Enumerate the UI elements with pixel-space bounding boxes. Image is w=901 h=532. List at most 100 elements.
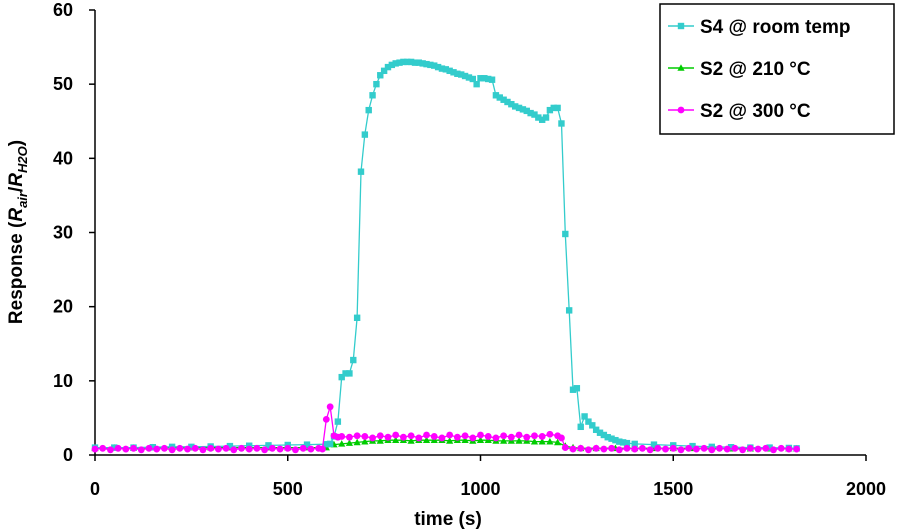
data-point [777, 444, 785, 452]
data-point [527, 109, 534, 117]
data-point [511, 103, 519, 110]
data-point [361, 433, 369, 440]
data-point [562, 230, 569, 238]
data-point [581, 413, 588, 420]
data-point [400, 58, 407, 66]
data-point [284, 444, 292, 452]
legend-label: S2 @ 210 °C [700, 59, 811, 80]
data-point [400, 433, 407, 441]
data-point [685, 444, 693, 452]
data-point [766, 444, 773, 451]
data-point [558, 434, 565, 442]
data-point [631, 445, 639, 453]
data-point [450, 69, 457, 76]
data-point [446, 437, 454, 444]
data-point [137, 446, 145, 454]
legend-item: S4 @ room temp [668, 17, 851, 38]
data-point [746, 444, 754, 452]
data-point [700, 444, 708, 452]
data-point [114, 444, 122, 452]
data-point [407, 432, 415, 440]
data-point [238, 444, 245, 452]
data-point [523, 107, 530, 115]
data-point [130, 444, 137, 452]
data-point [392, 436, 400, 443]
legend-marker [677, 22, 685, 30]
data-point [481, 75, 488, 82]
data-point [558, 120, 565, 127]
data-point [446, 431, 454, 439]
data-point [619, 439, 627, 446]
data-point [369, 434, 376, 442]
data-point [770, 446, 777, 454]
data-point [396, 59, 403, 66]
data-point [145, 444, 153, 452]
data-point [546, 106, 554, 114]
data-point [230, 446, 238, 454]
data-point [488, 76, 496, 83]
data-point [191, 444, 199, 452]
data-point [654, 444, 662, 452]
data-point [689, 442, 696, 450]
data-point [592, 426, 600, 433]
data-point [793, 445, 801, 453]
data-point [477, 431, 484, 439]
data-point [411, 59, 419, 66]
data-point [388, 61, 396, 69]
data-point [361, 131, 369, 138]
series-layer [91, 58, 801, 454]
data-point [438, 434, 446, 442]
data-point [419, 60, 426, 67]
data-point [508, 100, 515, 108]
data-point [538, 433, 546, 440]
data-point [473, 80, 480, 88]
data-point [322, 416, 330, 423]
data-point [554, 104, 561, 112]
legend-label: S4 @ room temp [700, 17, 851, 38]
data-point [415, 434, 423, 442]
data-point [338, 433, 346, 440]
data-point [353, 438, 361, 446]
data-point [585, 418, 592, 425]
data-point [754, 445, 762, 453]
data-point [554, 438, 562, 446]
data-point [160, 444, 168, 452]
data-point [357, 168, 365, 175]
y-tick-label: 30 [53, 223, 73, 243]
x-ticks: 0 500 1000 1500 2000 [90, 455, 886, 499]
data-point [569, 386, 577, 393]
data-point [531, 111, 538, 118]
data-point [546, 430, 554, 438]
data-point [631, 440, 638, 448]
data-point [303, 441, 311, 448]
data-point [346, 433, 353, 441]
data-point [222, 444, 230, 452]
data-point [299, 444, 307, 452]
data-point [176, 444, 184, 452]
data-point [662, 445, 669, 453]
data-point [415, 59, 423, 66]
x-tick-label: 1000 [460, 479, 500, 499]
data-point [430, 433, 438, 440]
x-tick-label: 1500 [653, 479, 693, 499]
data-point [446, 67, 453, 75]
data-point [500, 437, 508, 444]
data-point [384, 433, 392, 441]
data-point [650, 441, 658, 448]
data-point [361, 437, 369, 445]
data-point [669, 444, 677, 452]
data-point [326, 440, 334, 448]
data-point [376, 437, 384, 444]
data-point [496, 94, 503, 101]
data-point [546, 437, 554, 445]
data-point [407, 58, 415, 66]
data-point [519, 106, 527, 113]
data-point [550, 104, 557, 112]
data-point [573, 385, 581, 392]
data-point [427, 61, 434, 69]
data-point [334, 418, 342, 425]
data-point [384, 63, 392, 71]
data-point [392, 60, 399, 67]
data-point [453, 433, 461, 441]
